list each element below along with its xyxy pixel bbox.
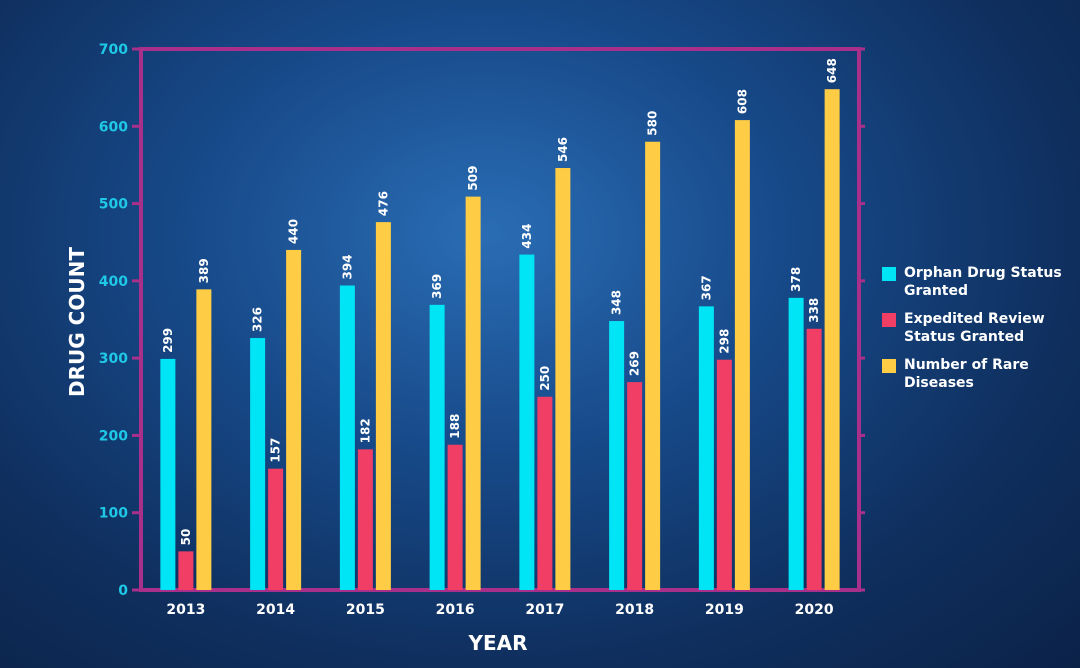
x-tick-label: 2015 <box>346 602 385 618</box>
legend-swatch-rare-diseases <box>882 359 896 373</box>
bar <box>429 304 445 590</box>
data-label: 367 <box>699 275 713 300</box>
data-label: 378 <box>789 267 803 292</box>
bar <box>806 328 822 590</box>
legend: Orphan Drug Status Granted Expedited Rev… <box>882 264 1072 402</box>
legend-item-rare-diseases: Number of Rare Diseases <box>882 356 1072 392</box>
y-tick-label: 0 <box>118 583 128 599</box>
x-tick-label: 2019 <box>705 602 744 618</box>
bar <box>196 289 212 590</box>
legend-label-rare-diseases: Number of Rare Diseases <box>904 357 1029 391</box>
data-label: 509 <box>466 166 480 191</box>
bar <box>268 468 284 590</box>
bar <box>178 551 194 590</box>
x-tick-label: 2018 <box>615 602 654 618</box>
bar <box>160 358 176 590</box>
data-label: 50 <box>179 529 193 546</box>
data-labels: 299 50 389 326 157 440 394 182 476 369 188 509 434 25… <box>161 58 839 545</box>
bar <box>465 196 481 590</box>
bar <box>447 444 463 590</box>
bar <box>645 141 661 590</box>
y-axis-title: DRUG COUNT <box>65 247 89 397</box>
data-label: 182 <box>358 418 372 443</box>
bars <box>160 89 840 591</box>
bar <box>339 285 355 590</box>
plot-frame <box>139 47 861 592</box>
legend-label-expedited: Expedited Review Status Granted <box>904 311 1045 345</box>
y-axis-ticks: 0 100 200 300 400 500 600 700 <box>99 42 865 599</box>
plot-border <box>139 47 861 592</box>
bar <box>716 359 732 590</box>
bar <box>519 254 535 590</box>
bar <box>627 382 643 590</box>
legend-swatch-orphan <box>882 267 896 281</box>
bar <box>788 297 804 590</box>
y-tick-label: 600 <box>99 119 128 135</box>
bar <box>698 306 714 590</box>
data-label: 389 <box>197 258 211 283</box>
data-label: 250 <box>538 366 552 391</box>
data-label: 348 <box>610 290 624 315</box>
data-label: 580 <box>646 111 660 136</box>
data-label: 299 <box>161 328 175 353</box>
legend-item-orphan: Orphan Drug Status Granted <box>882 264 1072 300</box>
legend-label-orphan: Orphan Drug Status Granted <box>904 265 1062 299</box>
bar <box>357 449 373 590</box>
bar <box>250 338 266 590</box>
data-label: 434 <box>520 224 534 249</box>
data-label: 338 <box>807 298 821 323</box>
data-label: 298 <box>717 329 731 354</box>
legend-item-expedited: Expedited Review Status Granted <box>882 310 1072 346</box>
bar <box>286 249 302 590</box>
legend-swatch-expedited <box>882 313 896 327</box>
data-label: 608 <box>735 89 749 114</box>
bar <box>824 89 840 590</box>
bar <box>555 168 571 590</box>
data-label: 269 <box>628 351 642 376</box>
x-tick-label: 2016 <box>436 602 475 618</box>
data-label: 157 <box>269 438 283 463</box>
y-tick-label: 200 <box>99 428 128 444</box>
data-label: 369 <box>430 274 444 299</box>
y-tick-label: 400 <box>99 274 128 290</box>
y-tick-label: 700 <box>99 42 128 58</box>
y-tick-label: 100 <box>99 506 128 522</box>
x-axis-categories: 2013 2014 2015 2016 2017 2018 2019 2020 <box>166 602 833 618</box>
x-tick-label: 2014 <box>256 602 295 618</box>
data-label: 648 <box>825 58 839 83</box>
y-tick-label: 300 <box>99 351 128 367</box>
x-tick-label: 2013 <box>166 602 205 618</box>
data-label: 546 <box>556 137 570 162</box>
data-label: 440 <box>287 219 301 244</box>
data-label: 188 <box>448 414 462 439</box>
x-axis-title: YEAR <box>467 631 527 655</box>
data-label: 394 <box>340 254 354 279</box>
bar <box>609 321 625 590</box>
data-label: 476 <box>376 191 390 216</box>
bar <box>375 222 391 590</box>
y-tick-label: 500 <box>99 197 128 213</box>
bar <box>537 396 553 590</box>
x-tick-label: 2020 <box>795 602 834 618</box>
bar <box>734 120 750 591</box>
data-label: 326 <box>251 307 265 332</box>
x-tick-label: 2017 <box>525 602 564 618</box>
